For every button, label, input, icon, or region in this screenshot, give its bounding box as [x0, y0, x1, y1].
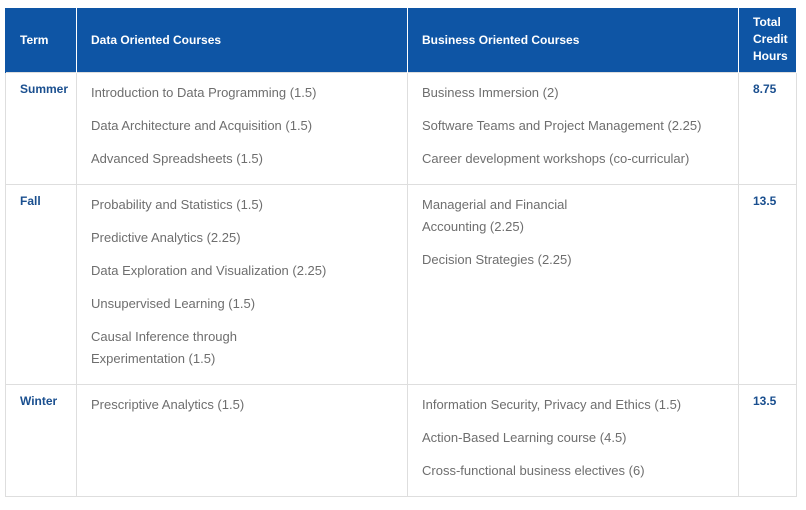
business-courses-cell: Managerial and Financial Accounting (2.2… — [407, 183, 739, 385]
header-total-line3: Hours — [753, 49, 788, 64]
course-item: Advanced Spreadsheets (1.5) — [91, 150, 263, 166]
term-cell: Fall — [5, 183, 77, 385]
table-row-summer: Summer Introduction to Data Programming … — [5, 71, 797, 185]
header-total-credit-hours: Total Credit Hours — [738, 8, 797, 72]
total-credit-cell: 13.5 — [738, 183, 797, 385]
course-item: Data Exploration and Visualization (2.25… — [91, 262, 327, 278]
course-item: Cross-functional business electives (6) — [422, 462, 645, 478]
course-item: Probability and Statistics (1.5) — [91, 196, 263, 212]
header-total-line2: Credit — [753, 32, 788, 47]
data-course-list: Prescriptive Analytics (1.5) — [91, 385, 407, 416]
curriculum-table-container: Term Data Oriented Courses Business Orie… — [5, 8, 797, 497]
data-courses-cell: Probability and Statistics (1.5) Predict… — [76, 183, 408, 385]
header-total-line1: Total — [753, 15, 781, 30]
business-course-list: Information Security, Privacy and Ethics… — [422, 385, 738, 482]
business-courses-cell: Business Immersion (2) Software Teams an… — [407, 71, 739, 185]
course-item: Career development workshops (co-curricu… — [422, 150, 690, 166]
course-item: Introduction to Data Programming (1.5) — [91, 84, 317, 100]
course-item: Predictive Analytics (2.25) — [91, 229, 241, 245]
course-item: Information Security, Privacy and Ethics… — [422, 396, 682, 412]
data-course-list: Probability and Statistics (1.5) Predict… — [91, 185, 407, 370]
total-credit-cell: 13.5 — [738, 383, 797, 497]
course-item: Business Immersion (2) — [422, 84, 559, 100]
curriculum-table: Term Data Oriented Courses Business Orie… — [5, 8, 797, 497]
data-courses-cell: Introduction to Data Programming (1.5) D… — [76, 71, 408, 185]
business-course-list: Managerial and Financial Accounting (2.2… — [422, 185, 738, 271]
course-item: Unsupervised Learning (1.5) — [91, 295, 256, 311]
table-header-row: Term Data Oriented Courses Business Orie… — [5, 8, 797, 72]
course-item: Data Architecture and Acquisition (1.5) — [91, 117, 313, 133]
total-credit-cell: 8.75 — [738, 71, 797, 185]
course-item: Action-Based Learning course (4.5) — [422, 429, 627, 445]
data-courses-cell: Prescriptive Analytics (1.5) — [76, 383, 408, 497]
header-data-courses: Data Oriented Courses — [76, 8, 408, 72]
header-business-courses: Business Oriented Courses — [407, 8, 739, 72]
header-term: Term — [5, 8, 77, 72]
course-item: Software Teams and Project Management (2… — [422, 117, 702, 133]
table-row-fall: Fall Probability and Statistics (1.5) Pr… — [5, 183, 797, 385]
business-course-list: Business Immersion (2) Software Teams an… — [422, 73, 738, 170]
table-row-winter: Winter Prescriptive Analytics (1.5) Info… — [5, 383, 797, 497]
data-course-list: Introduction to Data Programming (1.5) D… — [91, 73, 407, 170]
course-item: Prescriptive Analytics (1.5) — [91, 396, 245, 412]
course-item: Managerial and Financial Accounting (2.2… — [422, 196, 568, 234]
business-courses-cell: Information Security, Privacy and Ethics… — [407, 383, 739, 497]
term-cell: Winter — [5, 383, 77, 497]
course-item: Causal Inference through Experimentation… — [91, 328, 237, 366]
course-item: Decision Strategies (2.25) — [422, 251, 572, 267]
term-cell: Summer — [5, 71, 77, 185]
